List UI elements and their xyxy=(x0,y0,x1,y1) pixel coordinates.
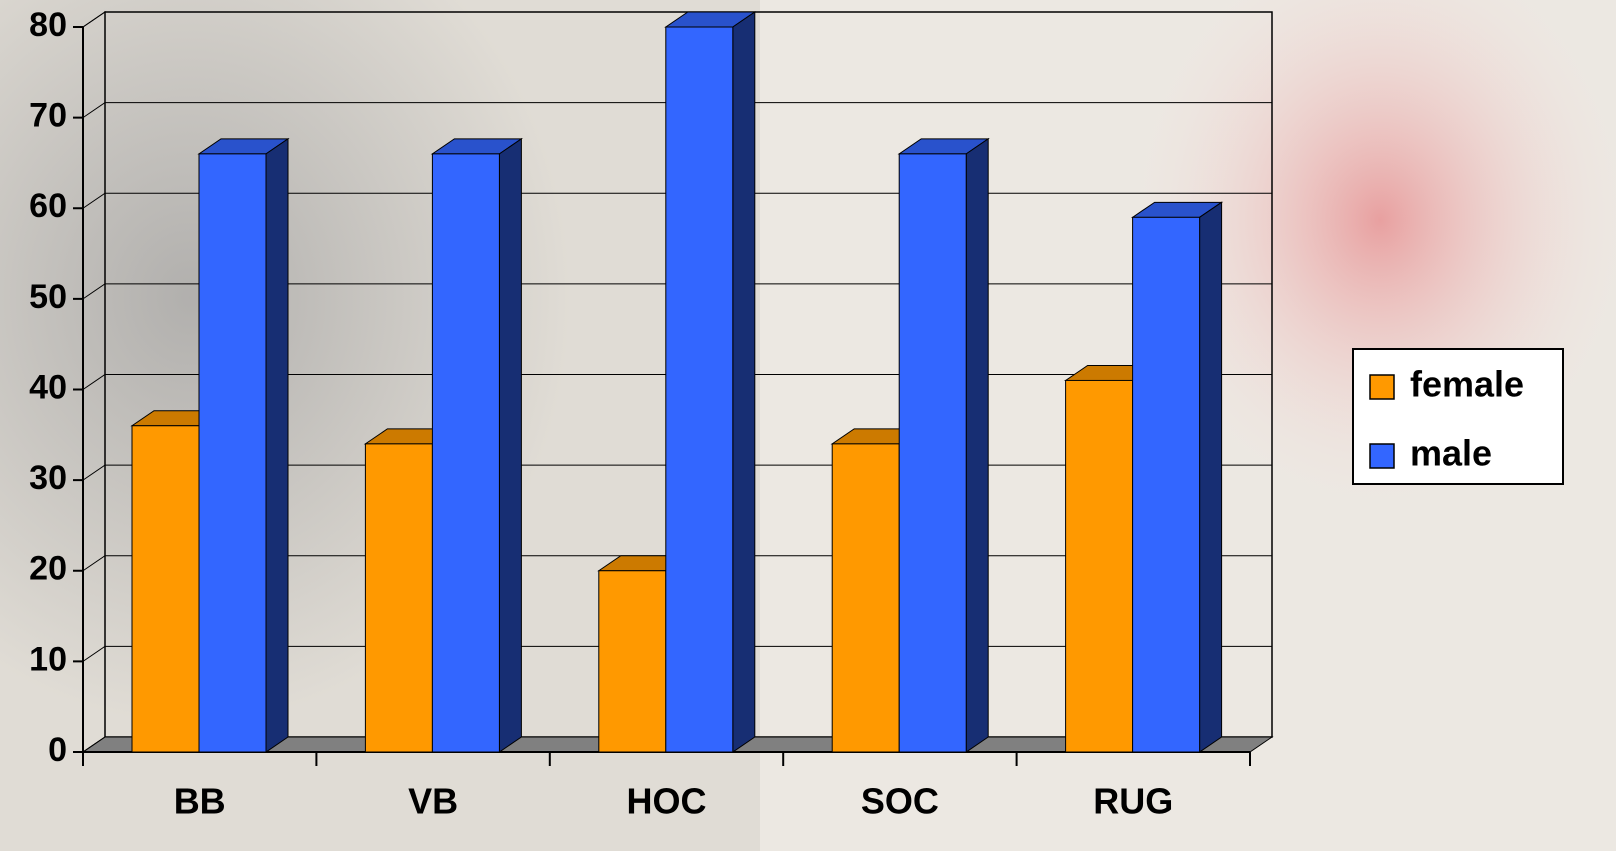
legend-label: female xyxy=(1410,364,1524,405)
legend-label: male xyxy=(1410,433,1492,474)
bar xyxy=(431,153,500,753)
grid-line xyxy=(82,374,1272,390)
y-tick-label: 40 xyxy=(29,368,67,406)
x-tick-label: SOC xyxy=(861,781,939,822)
legend-swatch xyxy=(1369,374,1395,400)
bar xyxy=(364,443,433,753)
x-tick-label: RUG xyxy=(1093,781,1173,822)
plot-area: 0 10 20 30 40 50 60 70 80 BB VB HOC SOC RUG xyxy=(29,6,1274,822)
grid-line xyxy=(82,192,1272,209)
x-tick-label: VB xyxy=(408,781,458,822)
bar xyxy=(1132,216,1201,753)
bar xyxy=(898,153,967,753)
bar-side xyxy=(498,137,522,753)
grid-line xyxy=(82,102,1272,119)
y-tick-label: 20 xyxy=(29,550,67,588)
bar xyxy=(665,26,734,753)
bar xyxy=(831,443,900,753)
bar xyxy=(1065,379,1134,753)
bar xyxy=(598,570,667,753)
bar-side xyxy=(1199,201,1223,753)
y-tick-label: 70 xyxy=(29,97,67,135)
legend: female male xyxy=(1352,348,1564,485)
y-tick-label: 50 xyxy=(29,278,67,316)
grid-line xyxy=(82,283,1272,300)
grid-line xyxy=(82,11,1272,28)
bar-side xyxy=(732,11,756,753)
x-tick-label: BB xyxy=(174,781,226,822)
y-tick-label: 10 xyxy=(29,640,67,678)
bar xyxy=(131,425,200,753)
legend-swatch xyxy=(1369,443,1395,469)
bar xyxy=(198,153,267,753)
y-tick-label: 60 xyxy=(29,187,67,225)
bar-side xyxy=(265,137,289,753)
y-tick-label: 0 xyxy=(48,731,67,769)
y-tick-label: 80 xyxy=(29,6,67,44)
x-tick-label: HOC xyxy=(627,781,707,822)
bar-side xyxy=(965,137,989,753)
y-tick-label: 30 xyxy=(29,459,67,497)
